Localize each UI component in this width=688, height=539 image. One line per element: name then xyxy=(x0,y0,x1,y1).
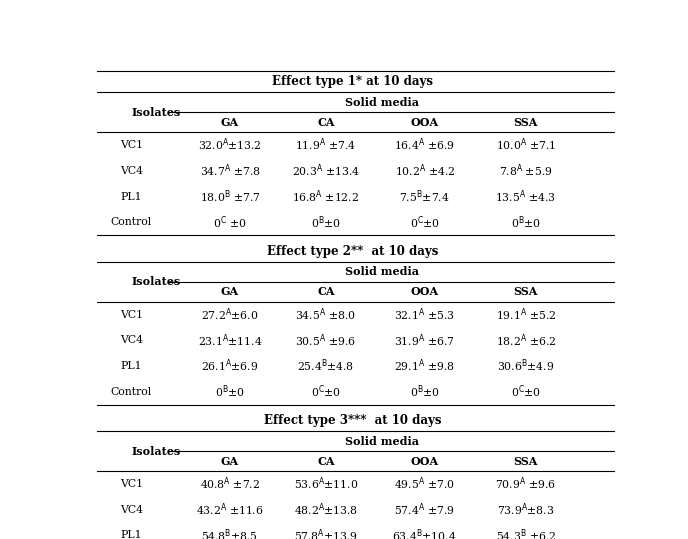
Text: 23.1$^{\mathrm{A}}$±11.4: 23.1$^{\mathrm{A}}$±11.4 xyxy=(197,332,262,349)
Text: 54.8$^{\mathrm{B}}$±8.5: 54.8$^{\mathrm{B}}$±8.5 xyxy=(202,527,259,539)
Text: 16.8$^{\mathrm{A}}$ ±12.2: 16.8$^{\mathrm{A}}$ ±12.2 xyxy=(292,188,359,205)
Text: 34.5$^{\mathrm{A}}$ ±8.0: 34.5$^{\mathrm{A}}$ ±8.0 xyxy=(295,306,356,323)
Text: 0$^{\mathrm{B}}$±0: 0$^{\mathrm{B}}$±0 xyxy=(409,383,440,400)
Text: 43.2$^{\mathrm{A}}$ ±11.6: 43.2$^{\mathrm{A}}$ ±11.6 xyxy=(196,501,264,518)
Text: Effect type 2**  at 10 days: Effect type 2** at 10 days xyxy=(267,245,438,258)
Text: Solid media: Solid media xyxy=(345,97,419,108)
Text: 34.7$^{\mathrm{A}}$ ±7.8: 34.7$^{\mathrm{A}}$ ±7.8 xyxy=(200,163,260,179)
Text: VC1: VC1 xyxy=(120,309,143,320)
Text: 10.2$^{\mathrm{A}}$ ±4.2: 10.2$^{\mathrm{A}}$ ±4.2 xyxy=(394,163,455,179)
Text: 30.6$^{\mathrm{B}}$±4.9: 30.6$^{\mathrm{B}}$±4.9 xyxy=(497,358,555,374)
Text: Isolates: Isolates xyxy=(131,107,180,118)
Text: 0$^{\mathrm{C}}$±0: 0$^{\mathrm{C}}$±0 xyxy=(511,383,541,400)
Text: Effect type 3***  at 10 days: Effect type 3*** at 10 days xyxy=(264,414,441,427)
Text: CA: CA xyxy=(317,455,334,467)
Text: 0$^{\mathrm{B}}$±0: 0$^{\mathrm{B}}$±0 xyxy=(215,383,245,400)
Text: 26.1$^{\mathrm{A}}$±6.9: 26.1$^{\mathrm{A}}$±6.9 xyxy=(201,358,259,374)
Text: VC1: VC1 xyxy=(120,479,143,489)
Text: SSA: SSA xyxy=(514,286,538,297)
Text: 0$^{\mathrm{C}}$±0: 0$^{\mathrm{C}}$±0 xyxy=(311,383,341,400)
Text: GA: GA xyxy=(221,117,239,128)
Text: 32.1$^{\mathrm{A}}$ ±5.3: 32.1$^{\mathrm{A}}$ ±5.3 xyxy=(394,306,455,323)
Text: 32.0$^{\mathrm{A}}$±13.2: 32.0$^{\mathrm{A}}$±13.2 xyxy=(198,137,262,154)
Text: OOA: OOA xyxy=(411,455,439,467)
Text: OOA: OOA xyxy=(411,286,439,297)
Text: Solid media: Solid media xyxy=(345,266,419,277)
Text: 20.3$^{\mathrm{A}}$ ±13.4: 20.3$^{\mathrm{A}}$ ±13.4 xyxy=(292,163,360,179)
Text: 0$^{\mathrm{B}}$±0: 0$^{\mathrm{B}}$±0 xyxy=(311,214,341,231)
Text: 18.2$^{\mathrm{A}}$ ±6.2: 18.2$^{\mathrm{A}}$ ±6.2 xyxy=(496,332,556,349)
Text: 40.8$^{\mathrm{A}}$ ±7.2: 40.8$^{\mathrm{A}}$ ±7.2 xyxy=(200,475,260,492)
Text: SSA: SSA xyxy=(514,455,538,467)
Text: 0$^{\mathrm{B}}$±0: 0$^{\mathrm{B}}$±0 xyxy=(511,214,541,231)
Text: 0$^{\mathrm{C}}$±0: 0$^{\mathrm{C}}$±0 xyxy=(409,214,440,231)
Text: 70.9$^{\mathrm{A}}$ ±9.6: 70.9$^{\mathrm{A}}$ ±9.6 xyxy=(495,475,557,492)
Text: SSA: SSA xyxy=(514,117,538,128)
Text: 0$^{\mathrm{C}}$ ±0: 0$^{\mathrm{C}}$ ±0 xyxy=(213,214,247,231)
Text: VC1: VC1 xyxy=(120,140,143,150)
Text: GA: GA xyxy=(221,455,239,467)
Text: 57.4$^{\mathrm{A}}$ ±7.9: 57.4$^{\mathrm{A}}$ ±7.9 xyxy=(394,501,455,518)
Text: 16.4$^{\mathrm{A}}$ ±6.9: 16.4$^{\mathrm{A}}$ ±6.9 xyxy=(394,137,455,154)
Text: Isolates: Isolates xyxy=(131,277,180,287)
Text: 53.6$^{\mathrm{A}}$±11.0: 53.6$^{\mathrm{A}}$±11.0 xyxy=(294,475,358,492)
Text: PL1: PL1 xyxy=(120,530,142,539)
Text: 27.2$^{\mathrm{A}}$±6.0: 27.2$^{\mathrm{A}}$±6.0 xyxy=(202,306,259,323)
Text: 29.1$^{\mathrm{A}}$ ±9.8: 29.1$^{\mathrm{A}}$ ±9.8 xyxy=(394,358,455,374)
Text: 25.4$^{\mathrm{B}}$±4.8: 25.4$^{\mathrm{B}}$±4.8 xyxy=(297,358,354,374)
Text: VC4: VC4 xyxy=(120,335,143,345)
Text: 7.5$^{\mathrm{B}}$±7.4: 7.5$^{\mathrm{B}}$±7.4 xyxy=(399,188,450,205)
Text: 54.3$^{\mathrm{B}}$ ±6.2: 54.3$^{\mathrm{B}}$ ±6.2 xyxy=(495,527,556,539)
Text: OOA: OOA xyxy=(411,117,439,128)
Text: CA: CA xyxy=(317,286,334,297)
Text: GA: GA xyxy=(221,286,239,297)
Text: 73.9$^{\mathrm{A}}$±8.3: 73.9$^{\mathrm{A}}$±8.3 xyxy=(497,501,555,518)
Text: CA: CA xyxy=(317,117,334,128)
Text: 30.5$^{\mathrm{A}}$ ±9.6: 30.5$^{\mathrm{A}}$ ±9.6 xyxy=(295,332,356,349)
Text: Control: Control xyxy=(111,386,152,397)
Text: 10.0$^{\mathrm{A}}$ ±7.1: 10.0$^{\mathrm{A}}$ ±7.1 xyxy=(496,137,556,154)
Text: 49.5$^{\mathrm{A}}$ ±7.0: 49.5$^{\mathrm{A}}$ ±7.0 xyxy=(394,475,455,492)
Text: 19.1$^{\mathrm{A}}$ ±5.2: 19.1$^{\mathrm{A}}$ ±5.2 xyxy=(495,306,556,323)
Text: Solid media: Solid media xyxy=(345,436,419,447)
Text: 7.8$^{\mathrm{A}}$ ±5.9: 7.8$^{\mathrm{A}}$ ±5.9 xyxy=(499,163,552,179)
Text: 48.2$^{\mathrm{A}}$±13.8: 48.2$^{\mathrm{A}}$±13.8 xyxy=(294,501,358,518)
Text: Effect type 1* at 10 days: Effect type 1* at 10 days xyxy=(272,75,433,88)
Text: 11.9$^{\mathrm{A}}$ ±7.4: 11.9$^{\mathrm{A}}$ ±7.4 xyxy=(295,137,356,154)
Text: 13.5$^{\mathrm{A}}$ ±4.3: 13.5$^{\mathrm{A}}$ ±4.3 xyxy=(495,188,557,205)
Text: 57.8$^{\mathrm{A}}$±13.9: 57.8$^{\mathrm{A}}$±13.9 xyxy=(294,527,358,539)
Text: VC4: VC4 xyxy=(120,505,143,515)
Text: Isolates: Isolates xyxy=(131,446,180,457)
Text: 18.0$^{\mathrm{B}}$ ±7.7: 18.0$^{\mathrm{B}}$ ±7.7 xyxy=(200,188,261,205)
Text: Control: Control xyxy=(111,217,152,227)
Text: 31.9$^{\mathrm{A}}$ ±6.7: 31.9$^{\mathrm{A}}$ ±6.7 xyxy=(394,332,455,349)
Text: VC4: VC4 xyxy=(120,166,143,176)
Text: PL1: PL1 xyxy=(120,192,142,202)
Text: PL1: PL1 xyxy=(120,361,142,371)
Text: 63.4$^{\mathrm{B}}$±10.4: 63.4$^{\mathrm{B}}$±10.4 xyxy=(392,527,457,539)
